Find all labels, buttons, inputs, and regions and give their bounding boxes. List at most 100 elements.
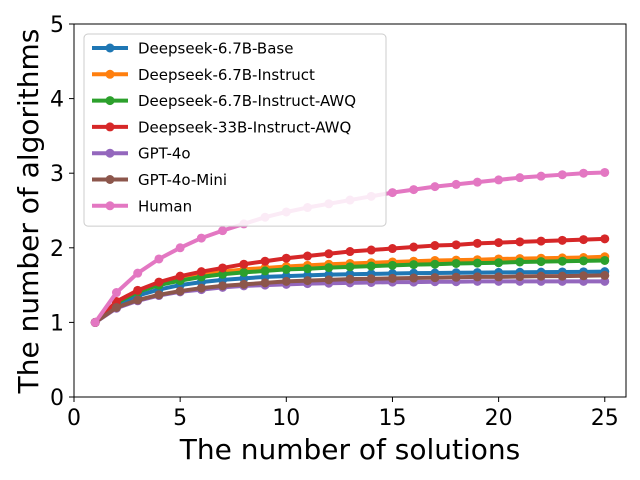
legend-label: Deepseek-33B-Instruct-AWQ (138, 118, 351, 136)
data-point-deepseek-33b-instruct-awq (494, 238, 504, 248)
data-point-deepseek-6-7b-instruct-awq (579, 256, 589, 266)
data-point-deepseek-33b-instruct-awq (515, 237, 525, 247)
data-point-gpt-4o-mini (133, 295, 143, 305)
data-point-deepseek-33b-instruct-awq (366, 245, 376, 255)
data-point-gpt-4o-mini (579, 271, 589, 281)
data-point-gpt-4o-mini (430, 273, 440, 283)
data-point-deepseek-33b-instruct-awq (175, 271, 185, 281)
data-point-deepseek-33b-instruct-awq (430, 241, 440, 251)
data-point-gpt-4o-mini (472, 272, 482, 282)
data-point-human (90, 317, 100, 327)
data-point-gpt-4o-mini (239, 279, 249, 289)
data-point-deepseek-6-7b-instruct-awq (409, 260, 419, 270)
data-point-gpt-4o-mini (451, 272, 461, 282)
legend: Deepseek-6.7B-Base Deepseek-6.7B-Instruct… (83, 33, 387, 227)
legend-swatch-marker (105, 96, 115, 106)
data-point-deepseek-6-7b-instruct-awq (536, 257, 546, 267)
data-point-deepseek-6-7b-instruct-awq (600, 255, 610, 265)
data-point-gpt-4o-mini (536, 271, 546, 281)
data-point-deepseek-6-7b-instruct-awq (303, 264, 313, 274)
x-tick-label: 25 (591, 406, 619, 431)
data-point-deepseek-6-7b-instruct-awq (451, 258, 461, 268)
x-tick-label: 0 (67, 406, 81, 431)
legend-label: Human (138, 197, 192, 215)
data-point-deepseek-33b-instruct-awq (387, 244, 397, 254)
data-point-deepseek-6-7b-instruct-awq (281, 264, 291, 274)
data-point-deepseek-33b-instruct-awq (472, 238, 482, 248)
legend-label: Deepseek-6.7B-Base (138, 40, 293, 58)
data-point-human (472, 177, 482, 187)
legend-label: GPT-4o-Mini (138, 171, 227, 189)
legend-item: GPT-4o-Mini (92, 171, 227, 189)
x-tick-label: 10 (272, 406, 300, 431)
data-point-deepseek-33b-instruct-awq (409, 242, 419, 252)
data-point-human (600, 167, 610, 177)
data-point-human (451, 179, 461, 189)
legend-swatch-marker (105, 122, 115, 132)
data-point-gpt-4o-mini (345, 274, 355, 284)
data-point-gpt-4o-mini (154, 290, 164, 300)
data-point-gpt-4o-mini (324, 275, 334, 285)
data-point-deepseek-33b-instruct-awq (133, 285, 143, 295)
x-axis-label: The number of solutions (179, 433, 521, 466)
y-axis-label: The number of algorithms (12, 29, 45, 395)
legend-swatch-marker (105, 43, 115, 53)
y-tick-label: 3 (50, 162, 64, 187)
data-point-deepseek-33b-instruct-awq (281, 253, 291, 263)
data-point-human (175, 243, 185, 253)
data-point-deepseek-6-7b-instruct-awq (557, 256, 567, 266)
data-point-deepseek-33b-instruct-awq (218, 263, 228, 273)
x-tick-label: 20 (485, 406, 513, 431)
data-point-human (494, 175, 504, 185)
data-point-gpt-4o-mini (111, 302, 121, 312)
data-point-deepseek-33b-instruct-awq (345, 247, 355, 257)
data-point-human (430, 182, 440, 192)
data-point-human (557, 170, 567, 180)
data-point-deepseek-33b-instruct-awq (239, 259, 249, 269)
data-point-gpt-4o-mini (175, 286, 185, 296)
legend-item: Human (92, 197, 192, 215)
data-point-deepseek-6-7b-instruct-awq (345, 262, 355, 272)
y-tick-label: 2 (50, 237, 64, 262)
data-point-gpt-4o-mini (366, 274, 376, 284)
data-point-human (218, 226, 228, 236)
data-point-deepseek-6-7b-instruct-awq (494, 258, 504, 268)
data-point-deepseek-33b-instruct-awq (579, 235, 589, 245)
plot-frame (73, 23, 627, 398)
data-point-gpt-4o-mini (557, 271, 567, 281)
data-point-gpt-4o-mini (260, 278, 270, 288)
data-point-deepseek-33b-instruct-awq (196, 267, 206, 277)
data-point-deepseek-6-7b-instruct-awq (260, 266, 270, 276)
data-point-deepseek-6-7b-instruct-awq (472, 258, 482, 268)
x-tick-label: 15 (378, 406, 406, 431)
data-point-human (154, 254, 164, 264)
legend-label: Deepseek-6.7B-Instruct-AWQ (138, 92, 356, 110)
axes-layer (73, 23, 627, 398)
data-point-gpt-4o-mini (494, 272, 504, 282)
x-tick-label: 5 (173, 406, 187, 431)
data-point-deepseek-6-7b-instruct-awq (218, 269, 228, 279)
legend-item: GPT-4o (92, 145, 191, 163)
data-point-human (196, 233, 206, 243)
data-point-deepseek-6-7b-instruct-awq (387, 260, 397, 270)
y-tick-label: 1 (50, 311, 64, 336)
data-point-human (111, 288, 121, 298)
data-point-human (579, 168, 589, 178)
legend-label: GPT-4o (138, 145, 191, 163)
data-point-human (536, 171, 546, 181)
legend-swatch-marker (105, 201, 115, 211)
data-point-gpt-4o-mini (515, 272, 525, 282)
data-point-human (515, 173, 525, 183)
series-deepseek-33b-instruct-awq (90, 234, 610, 327)
data-point-deepseek-33b-instruct-awq (154, 277, 164, 287)
legend-item: Deepseek-6.7B-Instruct-AWQ (92, 92, 356, 110)
data-point-deepseek-6-7b-instruct-awq (430, 259, 440, 269)
legend-item: Deepseek-6.7B-Instruct (92, 66, 315, 84)
ticks-layer: 0 5 10 15 20 25 0 1 2 3 4 5 (50, 13, 619, 431)
legend-label: Deepseek-6.7B-Instruct (138, 66, 315, 84)
legend-swatch-marker (105, 148, 115, 158)
data-point-gpt-4o-mini (303, 276, 313, 286)
data-point-deepseek-33b-instruct-awq (536, 236, 546, 246)
data-point-human (133, 268, 143, 278)
